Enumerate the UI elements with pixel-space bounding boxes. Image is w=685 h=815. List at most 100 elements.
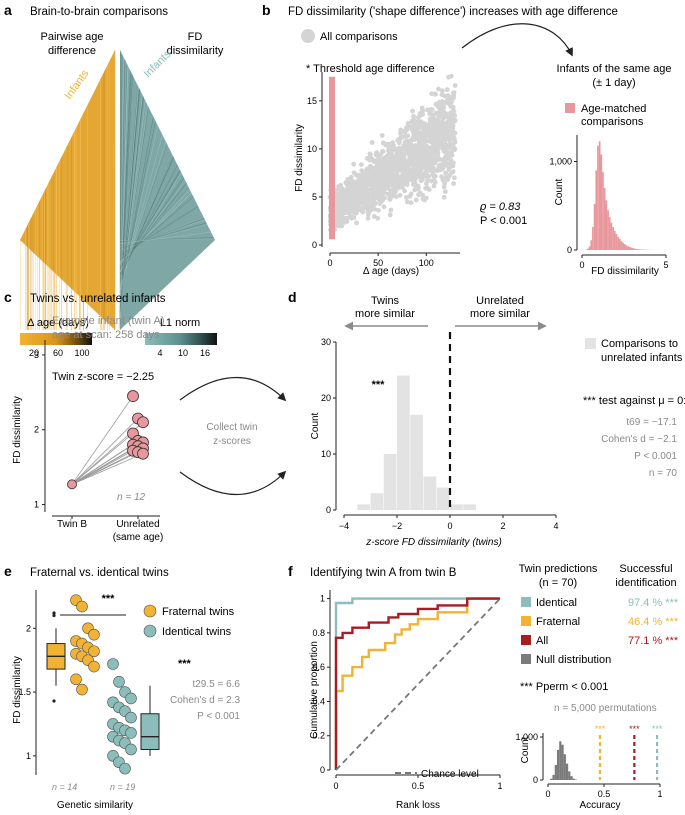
hist-bar bbox=[607, 210, 609, 250]
scatter-point bbox=[387, 212, 393, 218]
scatter-point bbox=[435, 150, 441, 156]
twin-connection-line bbox=[71, 451, 139, 485]
scatter-point bbox=[381, 204, 387, 210]
c-plot: 1 2 3 bbox=[34, 340, 160, 519]
threshold-bar bbox=[329, 76, 335, 240]
d-xlabel: z-score FD dissimilarity (twins) bbox=[365, 537, 502, 548]
fd-matrix-streak bbox=[119, 238, 215, 241]
succ-title-1: Successful bbox=[619, 563, 672, 575]
scatter-point bbox=[343, 188, 349, 194]
scatter-point bbox=[380, 148, 385, 154]
scatter-point bbox=[433, 134, 439, 140]
scatter-point bbox=[369, 140, 375, 145]
scatter-point bbox=[367, 199, 373, 205]
l1-cbar-title: L1 norm bbox=[160, 317, 200, 329]
fd-matrix-texture bbox=[119, 50, 215, 330]
threshold-stars: *** bbox=[629, 724, 640, 734]
fd-matrix-streak bbox=[119, 206, 199, 257]
hist-bar bbox=[590, 240, 593, 250]
scatter-point bbox=[452, 83, 458, 88]
scatter-point bbox=[404, 125, 409, 131]
null-hist-bar bbox=[563, 754, 566, 780]
scatter-point bbox=[423, 173, 429, 179]
scatter-point bbox=[407, 194, 413, 199]
null-y-tick-label: 0 bbox=[533, 775, 538, 785]
scatter-point bbox=[379, 157, 385, 162]
scatter-point bbox=[451, 108, 457, 114]
f-legend-label: Fraternal bbox=[536, 616, 580, 628]
d-hist-bar bbox=[383, 454, 397, 510]
hist-xlabel: FD dissimilarity bbox=[591, 266, 659, 277]
c-y-tick-label: 2 bbox=[34, 425, 39, 435]
scatter-point bbox=[388, 169, 393, 174]
e-stat-t: t29.5 = 6.6 bbox=[192, 679, 240, 690]
age-diff-matrix-texture bbox=[20, 50, 116, 330]
scatter-point bbox=[448, 103, 454, 109]
scatter-point bbox=[433, 156, 438, 162]
panel-f: f Identifying twin A from twin B 0 0.2 0.4… bbox=[288, 563, 679, 811]
scatter-point bbox=[440, 88, 445, 94]
scatter-point bbox=[443, 175, 449, 180]
hist-y-tick-label: 0 bbox=[567, 245, 572, 255]
scatter-point bbox=[430, 164, 435, 170]
twin-b-point bbox=[67, 479, 77, 490]
hist-ylabel: Count bbox=[554, 178, 565, 205]
twin-point bbox=[88, 645, 100, 658]
scatter-point bbox=[412, 128, 418, 134]
scatter-point bbox=[415, 183, 421, 189]
fd-matrix-streak bbox=[119, 125, 158, 295]
scatter-point bbox=[411, 182, 416, 187]
scatter-point bbox=[404, 159, 409, 165]
hist-bar bbox=[620, 241, 623, 250]
scatter-point bbox=[419, 124, 425, 130]
panel-a-letter: a bbox=[4, 2, 12, 18]
scatter-point bbox=[429, 131, 435, 137]
infants-label-right: Infants bbox=[142, 48, 174, 80]
panel-e-letter: e bbox=[4, 563, 12, 579]
panel-e: e Fraternal vs. identical twins 11.52 **… bbox=[4, 563, 240, 811]
scatter-point bbox=[444, 129, 450, 135]
scatter-point bbox=[360, 171, 366, 176]
scatter-point bbox=[348, 174, 354, 180]
scatter-point bbox=[403, 173, 409, 179]
hist-bar bbox=[618, 238, 621, 250]
age-diff-title-1: Pairwise age bbox=[41, 31, 104, 43]
scatter-point bbox=[365, 178, 371, 184]
scatter-point bbox=[360, 200, 366, 206]
collect-label-2: z-scores bbox=[213, 436, 251, 447]
scatter-point bbox=[439, 109, 445, 115]
e-stat-d: Cohen's d = 2.3 bbox=[170, 695, 240, 706]
l1-cbar-tick: 16 bbox=[200, 348, 210, 358]
scatter-point bbox=[372, 201, 378, 207]
scatter-point bbox=[447, 137, 453, 143]
scatter-point bbox=[415, 149, 421, 155]
null-hist-bar bbox=[565, 763, 569, 780]
scatter-point bbox=[452, 139, 458, 145]
hist-bar bbox=[622, 242, 624, 250]
null-hist-bar bbox=[556, 749, 560, 780]
scatter-point bbox=[449, 99, 455, 104]
scatter-point bbox=[383, 162, 388, 168]
age-cbar-title: Δ age (days) bbox=[27, 317, 89, 329]
panel-e-title: Fraternal vs. identical twins bbox=[30, 567, 169, 579]
fd-matrix-streak bbox=[119, 222, 207, 249]
scatter-point bbox=[410, 155, 416, 161]
scatter-point bbox=[403, 144, 408, 150]
f-legend-label: All bbox=[536, 635, 548, 647]
legend-all-label: All comparisons bbox=[320, 31, 398, 43]
scatter-point bbox=[345, 192, 351, 198]
scatter-point bbox=[357, 188, 363, 194]
scatter-point bbox=[408, 200, 414, 206]
panel-b-letter: b bbox=[262, 2, 271, 18]
null-x-tick-label: 1 bbox=[657, 789, 662, 799]
scatter-point bbox=[452, 130, 458, 136]
perm-n: n = 5,000 permutations bbox=[554, 703, 657, 714]
scatter-point bbox=[446, 167, 452, 172]
twin-connection-line bbox=[71, 433, 134, 485]
fd-matrix-streak bbox=[119, 57, 124, 327]
hist-bar bbox=[615, 234, 618, 250]
f-legend-swatch bbox=[521, 616, 531, 626]
age-diff-matrix bbox=[20, 50, 115, 330]
scatter-point bbox=[448, 132, 454, 138]
scatter-point bbox=[382, 187, 388, 192]
